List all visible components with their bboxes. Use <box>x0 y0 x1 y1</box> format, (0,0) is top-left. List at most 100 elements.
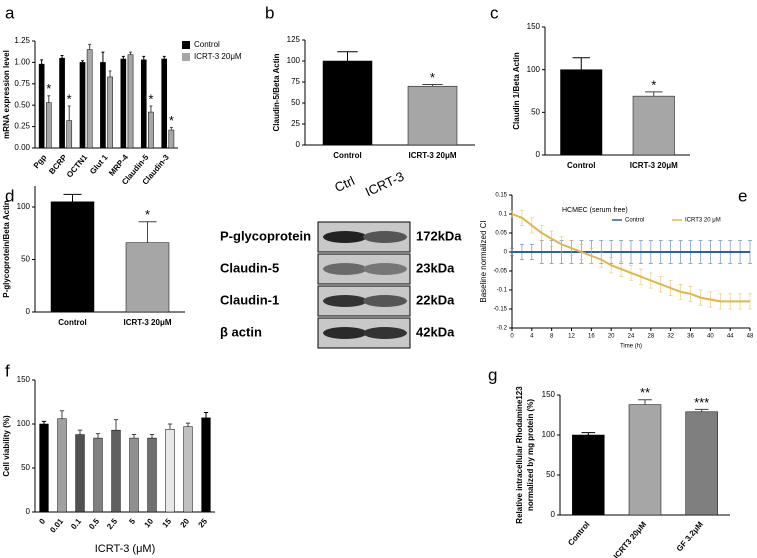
error-bar <box>131 434 137 439</box>
error-bar <box>95 433 101 439</box>
error-bar <box>113 419 119 431</box>
y-tick-label: 0.05 <box>495 231 507 237</box>
bar <box>628 404 662 516</box>
error-bar <box>694 408 709 412</box>
bar <box>75 434 85 513</box>
error-bar <box>203 412 209 418</box>
protein-label: P-glycoprotein <box>220 228 311 243</box>
x-tick-label: 25 <box>197 516 210 529</box>
bar <box>560 69 603 156</box>
y-tick-label: 0 <box>536 150 541 159</box>
y-axis-label: mRNA expression level <box>2 50 11 139</box>
y-axis-label: Baseline normalized CI <box>479 220 488 302</box>
blot-band <box>323 231 367 243</box>
legend-label: ICRT3 20 μM <box>685 218 721 224</box>
y-tick-label: 100 <box>287 56 301 65</box>
lane-label: ICRT-3 <box>363 169 406 200</box>
bar <box>38 63 45 149</box>
error-bar <box>142 55 146 60</box>
error-bar <box>63 193 82 202</box>
bar <box>125 242 170 313</box>
panel-letter: a <box>5 3 15 22</box>
significance: * <box>46 81 51 96</box>
y-tick-label: 150 <box>17 375 31 384</box>
bar <box>86 49 93 149</box>
error-bar <box>47 95 51 103</box>
legend-swatch <box>182 41 190 49</box>
significance: * <box>169 113 174 128</box>
error-bar <box>67 105 71 121</box>
x-tick-label: 40 <box>707 334 714 340</box>
x-tick-label: Control <box>58 318 86 327</box>
x-tick-label: 4 <box>530 334 534 340</box>
y-axis-label: Claudin-5/Beta Actin <box>272 53 281 131</box>
x-tick-label: ICRT-3 20μM <box>408 151 456 160</box>
bar <box>407 85 458 146</box>
y-tick-label: 50 <box>546 470 555 479</box>
lane-label: Ctrl <box>332 173 357 195</box>
bar <box>129 437 139 513</box>
y-tick-label: 100 <box>527 65 541 74</box>
error-bar <box>422 84 443 87</box>
error-bar <box>510 209 514 219</box>
bar <box>165 429 175 513</box>
y-tick-label: 125 <box>287 35 301 44</box>
error-bar <box>167 423 173 430</box>
error-bar <box>108 70 112 77</box>
legend-label: Control <box>625 218 644 224</box>
x-tick-label: 8 <box>550 334 554 340</box>
y-tick-label: 0.25 <box>14 122 30 131</box>
x-tick-label: 2.5 <box>105 516 119 531</box>
legend-label: Control <box>194 40 220 49</box>
blot-band <box>363 263 407 275</box>
x-axis-label: ICRT-3 (μM) <box>95 543 156 555</box>
error-bar <box>645 91 663 97</box>
y-tick-label: 0.75 <box>14 79 30 88</box>
panel-letter: g <box>488 365 497 384</box>
x-tick-label: Pgp <box>32 153 49 170</box>
protein-label: β actin <box>220 324 262 339</box>
bar <box>79 62 86 149</box>
chart-title: HCMEC (serum free) <box>562 207 628 214</box>
y-tick-label: 0.15 <box>495 193 507 199</box>
x-tick-label: 10 <box>143 516 156 529</box>
error-bar <box>581 432 596 435</box>
panel-letter: b <box>265 3 274 22</box>
y-tick-label: 150 <box>527 22 541 31</box>
y-tick-label: 0.1 <box>499 212 508 218</box>
x-tick-label: 20 <box>608 334 615 340</box>
x-tick-label: 0.01 <box>48 516 65 534</box>
y-tick-label: 0.50 <box>14 100 30 109</box>
bar <box>572 434 605 516</box>
significance: ** <box>640 385 650 400</box>
x-tick-label: ICRT3 20μM <box>612 520 649 558</box>
y-axis-label: normalized by mg protein (%) <box>526 399 535 511</box>
legend-label: ICRT-3 20μM <box>194 52 242 61</box>
blot-band <box>323 263 367 275</box>
x-tick-label: GF 3.2μM <box>675 520 705 554</box>
bar <box>100 62 106 149</box>
y-tick-label: 0 <box>551 510 556 519</box>
y-tick-label: 1.25 <box>14 36 30 45</box>
x-tick-label: 36 <box>687 334 694 340</box>
x-tick-label: 12 <box>568 334 575 340</box>
y-tick-label: 0 <box>26 507 31 516</box>
panel-letter: f <box>5 361 10 380</box>
protein-label: Claudin-5 <box>220 260 279 275</box>
error-bar <box>129 51 132 55</box>
error-bar <box>60 55 64 59</box>
bar <box>39 423 49 513</box>
size-label: 22kDa <box>416 292 455 307</box>
size-label: 23kDa <box>416 260 455 275</box>
blot-band <box>363 231 407 243</box>
significance: * <box>651 77 656 92</box>
bar <box>120 58 127 149</box>
bar <box>147 437 157 513</box>
legend-swatch <box>182 53 190 61</box>
significance: * <box>430 70 435 85</box>
y-tick-label: -0.1 <box>497 288 508 294</box>
x-tick-label: 5 <box>127 516 137 526</box>
x-tick-label: 0.5 <box>87 516 101 531</box>
x-tick-label: ICRT-3 20μM <box>123 318 171 327</box>
y-tick-label: 0 <box>296 140 301 149</box>
